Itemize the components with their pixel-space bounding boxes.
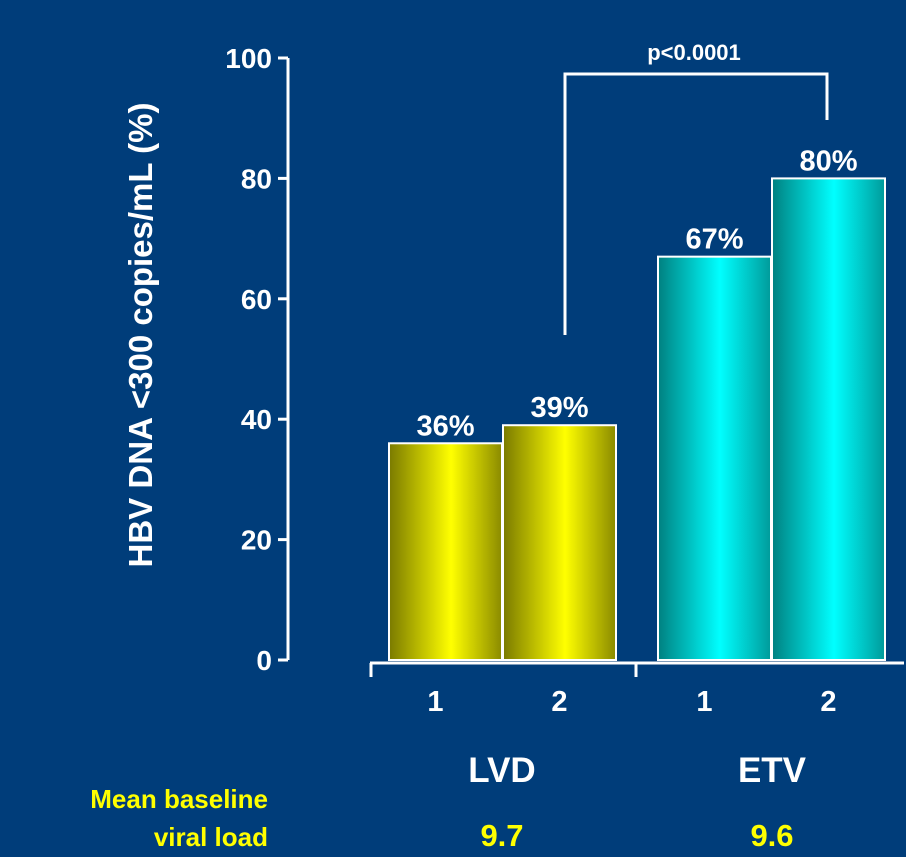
bar-etv-2 xyxy=(771,177,886,661)
data-label: 39% xyxy=(530,392,588,424)
bars: 36% 1 39% 2 67% 1 80% 2 xyxy=(388,145,886,718)
baseline-value-lvd: 9.7 xyxy=(480,818,523,853)
data-label: 67% xyxy=(685,224,743,256)
baseline-label-line2: viral load xyxy=(154,822,268,852)
group-label-etv: ETV xyxy=(738,751,807,790)
data-label: 80% xyxy=(799,145,857,177)
x-category-label: 1 xyxy=(696,686,712,718)
x-category-label: 1 xyxy=(427,686,443,718)
bar-lvd-1 xyxy=(388,442,503,661)
baseline-value-etv: 9.6 xyxy=(750,818,793,853)
x-category-label: 2 xyxy=(551,686,567,718)
bar-etv-1 xyxy=(657,255,772,661)
y-tick-label: 20 xyxy=(241,525,272,556)
x-category-label: 2 xyxy=(820,686,836,718)
data-label: 36% xyxy=(416,410,474,442)
y-tick-label: 0 xyxy=(256,645,272,676)
y-ticks: 0 20 40 60 80 100 xyxy=(225,43,288,676)
y-axis-title: HBV DNA <300 copies/mL (%) xyxy=(122,103,159,568)
baseline-label-line1: Mean baseline xyxy=(90,784,268,814)
bar-lvd-2 xyxy=(502,424,617,661)
significance-bracket xyxy=(563,72,829,335)
p-value-annotation: p<0.0001 xyxy=(647,40,741,65)
y-tick-label: 80 xyxy=(241,163,272,194)
y-tick-label: 60 xyxy=(241,284,272,315)
y-tick-label: 40 xyxy=(241,404,272,435)
group-label-lvd: LVD xyxy=(468,751,535,790)
y-tick-label: 100 xyxy=(225,43,272,74)
